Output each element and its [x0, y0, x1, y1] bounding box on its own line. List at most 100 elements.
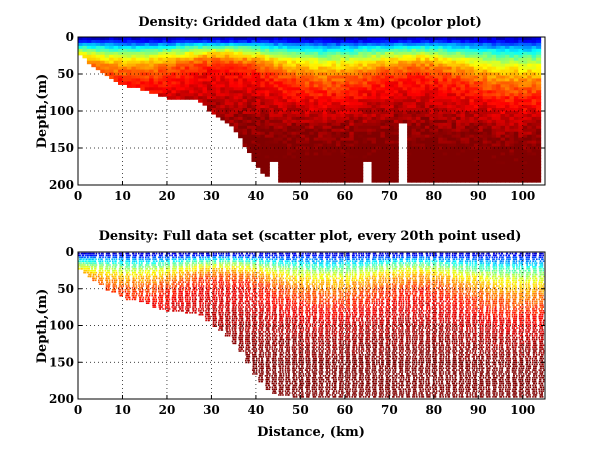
- heatmap-cell: [304, 116, 310, 121]
- heatmap-cell: [220, 54, 226, 59]
- heatmap-cell: [242, 75, 248, 80]
- heatmap-cell: [300, 69, 306, 74]
- heatmap-cell: [171, 45, 177, 50]
- heatmap-cell: [269, 90, 275, 94]
- heatmap-cell: [171, 66, 177, 71]
- heatmap-cell: [367, 125, 373, 130]
- heatmap-cell: [233, 99, 239, 103]
- scatter-point: [78, 264, 81, 266]
- scatter-point: [132, 260, 134, 262]
- heatmap-cell: [162, 39, 168, 44]
- heatmap-cell: [367, 60, 373, 65]
- heatmap-cell: [416, 167, 422, 171]
- scatter-point: [89, 254, 92, 257]
- heatmap-cell: [335, 119, 342, 124]
- scatter-point: [111, 268, 114, 270]
- scatter-point: [148, 252, 150, 255]
- heatmap-cell: [287, 87, 293, 91]
- scatter-point: [104, 260, 107, 262]
- heatmap-cell: [273, 152, 279, 156]
- heatmap-cell: [269, 152, 275, 156]
- heatmap-cell: [149, 45, 155, 50]
- scatter-point: [138, 262, 141, 264]
- heatmap-cell: [371, 78, 377, 82]
- heatmap-cell: [362, 146, 368, 151]
- heatmap-cell: [371, 122, 377, 127]
- scatter-point: [133, 283, 135, 285]
- heatmap-cell: [260, 102, 266, 106]
- heatmap-cell: [398, 69, 404, 74]
- heatmap-cell: [233, 45, 239, 50]
- heatmap-cell: [367, 96, 373, 100]
- heatmap-cell: [251, 66, 257, 71]
- heatmap-cell: [211, 105, 217, 109]
- scatter-point: [100, 277, 103, 280]
- heatmap-cell: [198, 45, 204, 50]
- heatmap-cell: [180, 87, 186, 91]
- heatmap-cell: [287, 143, 293, 148]
- heatmap-cell: [269, 99, 275, 103]
- heatmap-cell: [309, 37, 315, 41]
- heatmap-cell: [282, 78, 288, 82]
- x-tick-label: 80: [425, 189, 442, 203]
- scatter-point: [121, 266, 123, 268]
- heatmap-cell: [322, 105, 328, 109]
- heatmap-cell: [340, 134, 346, 139]
- heatmap-cell: [273, 78, 279, 82]
- heatmap-cell: [206, 48, 213, 53]
- heatmap-cell: [264, 161, 270, 165]
- heatmap-cell: [229, 66, 235, 71]
- scatter-point: [107, 254, 109, 257]
- heatmap-cell: [273, 54, 279, 59]
- heatmap-cell: [313, 134, 319, 139]
- heatmap-cell: [100, 66, 106, 71]
- heatmap-cell: [349, 93, 355, 97]
- heatmap-cell: [135, 37, 141, 41]
- heatmap-cell: [304, 122, 310, 127]
- heatmap-cell: [309, 42, 315, 47]
- heatmap-cell: [211, 39, 217, 44]
- heatmap-cell: [278, 143, 284, 148]
- heatmap-cell: [491, 179, 497, 183]
- heatmap-cell: [233, 75, 239, 80]
- scatter-point: [118, 252, 121, 255]
- heatmap-cell: [398, 84, 404, 88]
- heatmap-cell: [251, 105, 257, 109]
- scatter-point: [142, 256, 144, 259]
- heatmap-cell: [229, 93, 235, 97]
- heatmap-cell: [362, 99, 368, 103]
- heatmap-cell: [313, 131, 319, 136]
- heatmap-cell: [206, 84, 213, 88]
- heatmap-cell: [135, 51, 141, 56]
- heatmap-cell: [331, 113, 337, 118]
- heatmap-cell: [175, 90, 181, 94]
- heatmap-cell: [349, 42, 355, 47]
- heatmap-cell: [331, 167, 337, 171]
- heatmap-cell: [411, 164, 417, 168]
- heatmap-cell: [180, 96, 186, 100]
- heatmap-cell: [287, 173, 293, 177]
- heatmap-cell: [247, 134, 253, 139]
- heatmap-cell: [260, 152, 266, 156]
- heatmap-cell: [318, 113, 324, 118]
- heatmap-cell: [278, 42, 284, 47]
- heatmap-cell: [287, 60, 293, 65]
- heatmap-cell: [229, 111, 235, 115]
- scatter-point: [106, 260, 109, 262]
- heatmap-cell: [327, 54, 333, 59]
- heatmap-cell: [113, 57, 119, 62]
- heatmap-cell: [233, 60, 239, 65]
- heatmap-cell: [291, 60, 297, 65]
- heatmap-cell: [175, 37, 181, 41]
- heatmap-cell: [353, 143, 359, 148]
- heatmap-cell: [287, 78, 293, 82]
- heatmap-cell: [122, 63, 128, 68]
- heatmap-cell: [407, 87, 413, 91]
- heatmap-cell: [402, 51, 408, 56]
- heatmap-cell: [300, 122, 306, 127]
- heatmap-cell: [224, 48, 230, 53]
- heatmap-cell: [309, 119, 315, 124]
- heatmap-cell: [233, 42, 239, 47]
- scatter-point: [148, 294, 151, 297]
- scatter-point: [153, 277, 155, 280]
